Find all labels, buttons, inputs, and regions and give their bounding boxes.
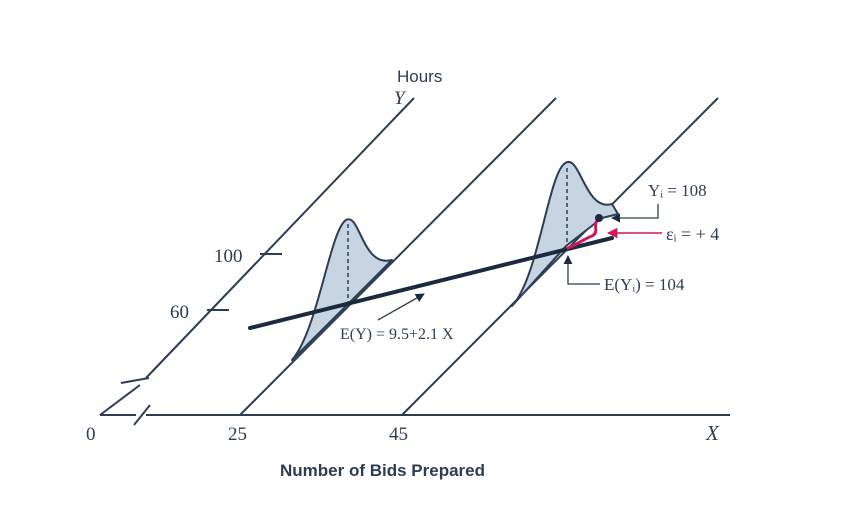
- regression-label-arrow: [377, 293, 425, 321]
- error-value-label: εᵢ = + 4: [666, 224, 719, 244]
- x-axis-symbol: X: [705, 421, 720, 445]
- origin-label: 0: [86, 424, 96, 445]
- y-axis: [99, 97, 415, 416]
- y-axis-break-mark: [120, 377, 150, 384]
- expected-value-label: E(Yᵢ) = 104: [604, 275, 685, 294]
- expected-callout-arrow: [563, 255, 600, 285]
- regression-equation-label: E(Y) = 9.5+2.1 X: [340, 326, 454, 343]
- distribution-curve-45: [511, 160, 619, 307]
- regression-line: [248, 236, 614, 330]
- y-tick-100-label: 100: [214, 246, 243, 267]
- guide-line-45: [401, 97, 719, 416]
- x-axis-title: Number of Bids Prepared: [280, 461, 485, 480]
- distribution-curve-25: [291, 218, 393, 361]
- x-axis-break-mark: [133, 404, 151, 426]
- observed-point: [595, 214, 603, 222]
- y-axis-title: Hours: [397, 67, 442, 86]
- y-axis-symbol: Y: [394, 88, 407, 109]
- observed-callout-arrow: [611, 204, 659, 223]
- y-tick-60-label: 60: [170, 302, 189, 323]
- guide-line-25: [239, 97, 557, 416]
- x-axis: [100, 404, 730, 426]
- observed-value-label: Yᵢ = 108: [648, 181, 707, 200]
- x-tick-25-label: 25: [228, 424, 247, 445]
- x-tick-45-label: 45: [389, 424, 408, 445]
- error-brace: [566, 218, 600, 250]
